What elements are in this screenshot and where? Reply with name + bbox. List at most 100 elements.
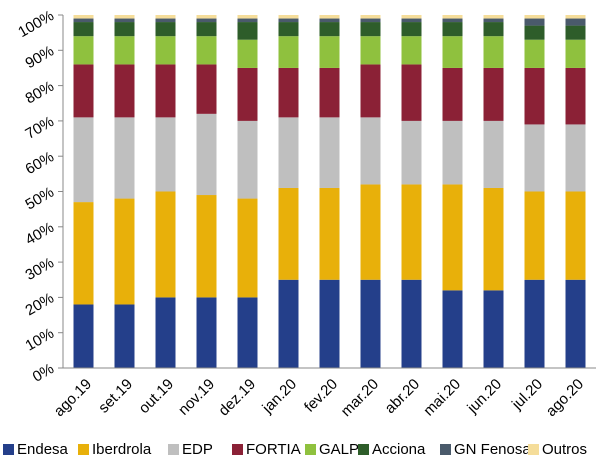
bar-segment [483,67,504,121]
y-tick-label: 80% [22,78,57,108]
bar-segment [401,18,422,23]
bar-segment [442,120,463,185]
bar-segment [401,36,422,65]
x-tick-label: mar.20 [338,376,382,420]
bar-segment [196,36,217,65]
bar-segment [565,67,586,125]
bar-segment [237,18,258,23]
bar-segment [319,36,340,68]
bar-segment [524,124,545,192]
bar-segment [442,67,463,121]
bar-segment [155,117,176,192]
y-tick-label: 70% [22,113,57,143]
y-tick-label: 10% [22,325,57,355]
bar-segment [524,67,545,125]
bar-segment [319,22,340,37]
bar-segment [524,15,545,19]
legend-swatch [232,444,243,455]
bar-segment [237,15,258,19]
bar-segment [114,64,135,118]
bar-segment [524,191,545,280]
bar-segment [360,64,381,118]
bar-segment [360,36,381,65]
legend-label: Outros [542,441,587,458]
bar-segment [319,117,340,188]
bar-segment [196,64,217,114]
bar-segment [196,18,217,23]
bar-segment [360,22,381,37]
bar-segment [360,15,381,19]
bar-segment [114,36,135,65]
bar-segment [114,18,135,23]
y-tick-label: 100% [15,7,57,41]
bar-segment [114,117,135,199]
bar-segment [360,184,381,280]
legend-label: EDP [182,441,213,458]
bar-segment [565,39,586,68]
legend-label: Endesa [17,441,69,458]
bar-segment [401,279,422,368]
bar-segment [442,22,463,37]
bar-segment [360,18,381,23]
bar-segment [565,15,586,19]
bar-segment [73,15,94,19]
legend-label: GALP [319,441,359,458]
bar-segment [524,279,545,368]
bar-segment [155,191,176,298]
bar-segment [524,39,545,68]
x-tick-label: set.19 [95,376,136,417]
bar-segment [114,22,135,37]
bar-segment [319,18,340,23]
legend-swatch [305,444,316,455]
bar-segment [278,18,299,23]
x-tick-label: dez.19 [215,376,259,420]
bar-segment [155,36,176,65]
bar-segment [524,25,545,40]
legend-swatch [3,444,14,455]
x-tick-label: mai.20 [420,376,464,420]
y-tick-label: 0% [30,360,57,386]
bar-segment [278,67,299,118]
x-tick-label: out.19 [136,376,178,418]
legend-label: Iberdrola [92,441,152,458]
bar-segment [73,202,94,305]
legend-swatch [358,444,369,455]
bar-segment [237,67,258,121]
bar-segment [442,184,463,291]
bar-segment [196,195,217,298]
bar-segment [114,198,135,305]
bar-segment [278,117,299,188]
bar-segment [483,15,504,19]
bar-segment [155,22,176,37]
bar-segment [237,120,258,199]
bar-segment [278,279,299,368]
bar-segment [401,184,422,280]
legend-label: Acciona [372,441,426,458]
bar-segment [401,64,422,121]
bar-segment [196,113,217,196]
bar-segment [360,117,381,185]
bar-segment [442,15,463,19]
y-tick-label: 30% [22,254,57,284]
bar-segment [73,18,94,23]
legend-swatch [440,444,451,455]
bar-segment [565,18,586,26]
x-tick-label: jan.20 [259,376,301,418]
bar-segment [401,22,422,37]
bar-segment [237,22,258,40]
bar-segment [196,22,217,37]
x-tick-label: ago.20 [543,376,587,420]
bar-segment [483,120,504,188]
bar-segment [155,297,176,368]
bar-segment [565,279,586,368]
bar-segment [442,18,463,23]
legend-swatch [78,444,89,455]
legend-swatch [168,444,179,455]
bar-segment [401,15,422,19]
bar-segment [442,290,463,368]
bar-segment [73,22,94,37]
x-tick-label: jul.20 [508,376,546,414]
legend-swatch [528,444,539,455]
y-tick-label: 20% [22,290,57,320]
